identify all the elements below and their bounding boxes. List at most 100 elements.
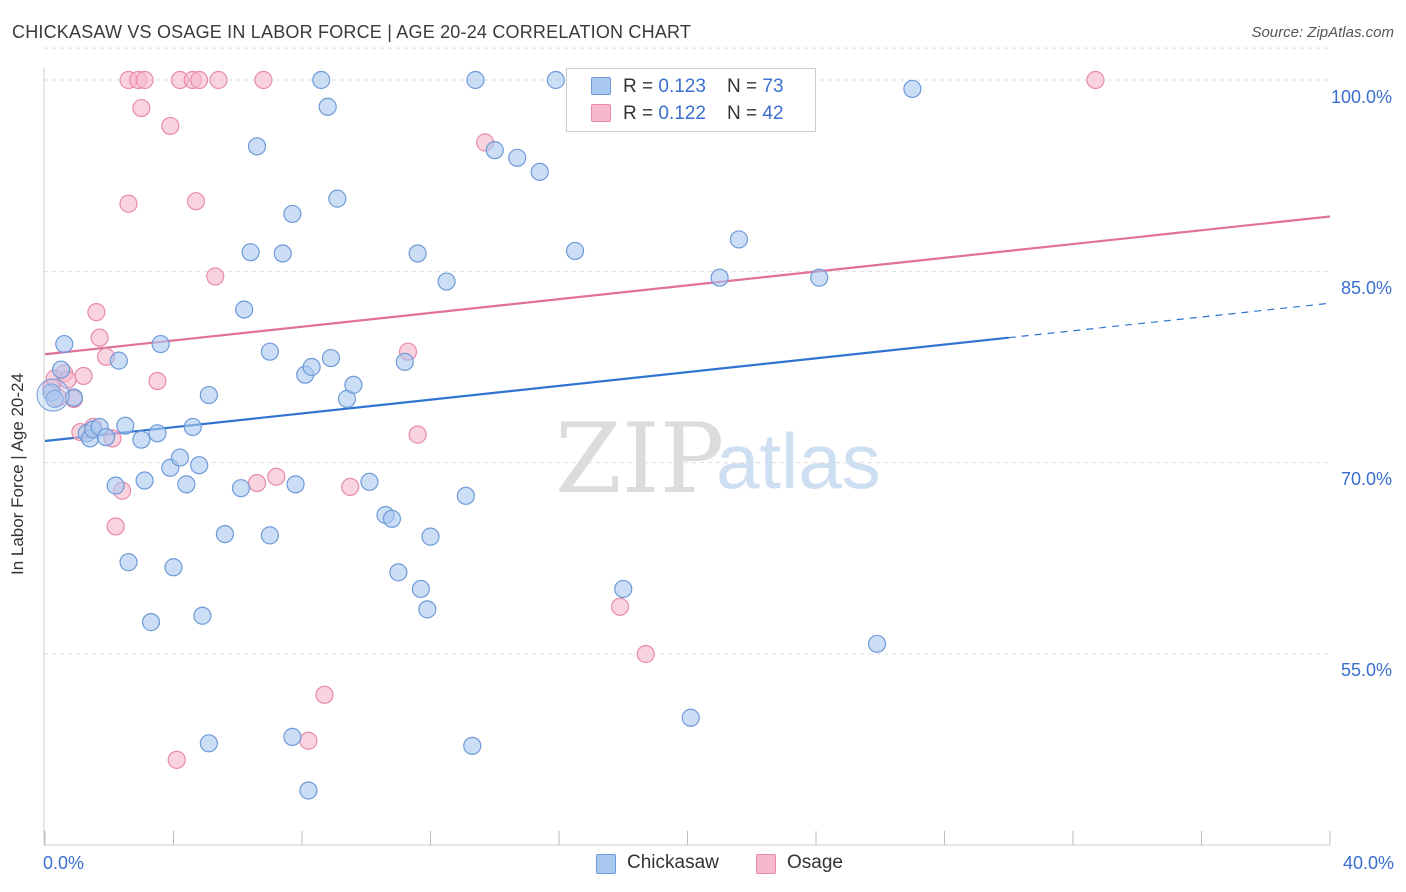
chickasaw-point bbox=[485, 141, 504, 160]
y-tick-label-85: 85.0% bbox=[1340, 278, 1392, 298]
y-tick-label-100: 100.0% bbox=[1330, 87, 1392, 107]
chickasaw-point bbox=[286, 475, 305, 494]
osage-point bbox=[186, 192, 206, 211]
chickasaw-point bbox=[389, 563, 408, 582]
chickasaw-point bbox=[260, 342, 279, 361]
x-tick-label-max: 40.0% bbox=[1342, 853, 1394, 873]
y-tick-label-70: 70.0% bbox=[1340, 469, 1392, 489]
chickasaw-point bbox=[177, 475, 196, 494]
osage-legend-swatch bbox=[756, 854, 776, 874]
chickasaw-point bbox=[903, 79, 922, 99]
chickasaw-point bbox=[328, 189, 347, 208]
trend-lines bbox=[44, 215, 1331, 443]
y-axis-label: In Labor Force | Age 20-24 bbox=[8, 373, 27, 575]
osage-point bbox=[1086, 70, 1105, 90]
chickasaw-point bbox=[466, 70, 485, 90]
chickasaw-point bbox=[135, 471, 154, 490]
osage-point bbox=[209, 70, 228, 90]
chickasaw-point bbox=[151, 334, 170, 354]
x-tick-label-min: 0.0% bbox=[43, 853, 85, 873]
chickasaw-point bbox=[109, 351, 128, 370]
chickasaw-point bbox=[55, 334, 74, 354]
n-value-chickasaw: 73 bbox=[762, 76, 784, 97]
osage-point bbox=[87, 303, 106, 322]
r-label: R = bbox=[623, 103, 659, 124]
chickasaw-point bbox=[530, 162, 549, 181]
chickasaw-legend-label: Chickasaw bbox=[627, 852, 719, 873]
chickasaw-point bbox=[241, 243, 260, 262]
chickasaw-point bbox=[148, 424, 167, 443]
y-tick-label-55: 55.0% bbox=[1340, 660, 1392, 680]
chickasaw-point bbox=[463, 736, 482, 755]
chickasaw-point bbox=[312, 70, 331, 90]
osage-point bbox=[119, 194, 138, 213]
chickasaw-point bbox=[729, 230, 749, 249]
osage-point bbox=[190, 70, 209, 90]
osage-point bbox=[161, 116, 180, 136]
chickasaw-point bbox=[437, 272, 456, 291]
chickasaw-point bbox=[164, 558, 183, 577]
chickasaw-swatch bbox=[591, 77, 611, 95]
chickasaw-point bbox=[141, 613, 161, 632]
grid-lines bbox=[44, 47, 1330, 655]
osage-point bbox=[247, 473, 267, 493]
r-value-osage: 0.122 bbox=[658, 103, 706, 124]
chickasaw-point bbox=[96, 428, 116, 447]
chickasaw-point bbox=[199, 385, 218, 405]
chickasaw-point bbox=[106, 476, 125, 495]
axes bbox=[43, 68, 1331, 846]
osage-point bbox=[341, 477, 360, 497]
osage-point bbox=[74, 366, 93, 386]
chickasaw-point bbox=[382, 509, 402, 528]
watermark-atlas: atlas bbox=[716, 417, 881, 505]
chickasaw-point bbox=[302, 357, 321, 377]
chickasaw-point bbox=[51, 360, 71, 379]
osage-point bbox=[132, 98, 151, 118]
chickasaw-point bbox=[273, 244, 292, 263]
n-label: N = bbox=[727, 103, 763, 124]
osage-point bbox=[267, 467, 286, 486]
chickasaw-point bbox=[810, 268, 829, 287]
chickasaw-point bbox=[360, 472, 379, 491]
osage-point bbox=[167, 750, 186, 769]
chickasaw-point bbox=[116, 416, 135, 435]
chickasaw-point bbox=[565, 241, 585, 261]
chickasaw-point bbox=[260, 526, 279, 545]
osage-point bbox=[408, 425, 427, 444]
chickasaw-point bbox=[45, 389, 64, 408]
chickasaw-point bbox=[408, 244, 427, 263]
chickasaw-point-cluster bbox=[36, 378, 70, 412]
chickasaw-legend-swatch bbox=[596, 854, 616, 874]
chickasaw-point bbox=[299, 781, 318, 800]
osage-legend-label: Osage bbox=[787, 852, 843, 873]
r-value-chickasaw: 0.123 bbox=[658, 76, 706, 97]
osage-point bbox=[206, 267, 225, 286]
chickasaw-point bbox=[710, 268, 729, 287]
osage-point bbox=[299, 731, 318, 750]
osage-point bbox=[106, 517, 125, 536]
chickasaw-point bbox=[614, 579, 633, 599]
chickasaw-point bbox=[170, 448, 190, 467]
chickasaw-point bbox=[456, 486, 475, 505]
r-label: R = bbox=[623, 76, 659, 97]
osage-point bbox=[636, 644, 655, 664]
chart-title: CHICKASAW VS OSAGE IN LABOR FORCE | AGE … bbox=[12, 22, 692, 42]
chickasaw-point bbox=[215, 524, 234, 544]
chickasaw-point bbox=[231, 479, 251, 498]
chickasaw-point bbox=[508, 148, 527, 167]
chickasaw-point bbox=[681, 708, 700, 727]
osage-swatch bbox=[591, 104, 611, 122]
chickasaw-point bbox=[395, 352, 414, 371]
chickasaw-point bbox=[283, 727, 302, 747]
chickasaw-point bbox=[283, 204, 302, 224]
chickasaw-point bbox=[247, 137, 267, 156]
chickasaw-point bbox=[199, 734, 218, 753]
chickasaw-point bbox=[411, 579, 430, 599]
chickasaw-point bbox=[64, 388, 84, 407]
chickasaw-point bbox=[321, 348, 341, 368]
chickasaw-trend-line bbox=[44, 336, 1009, 443]
osage-trend-line bbox=[44, 215, 1331, 356]
chickasaw-point bbox=[344, 375, 363, 394]
